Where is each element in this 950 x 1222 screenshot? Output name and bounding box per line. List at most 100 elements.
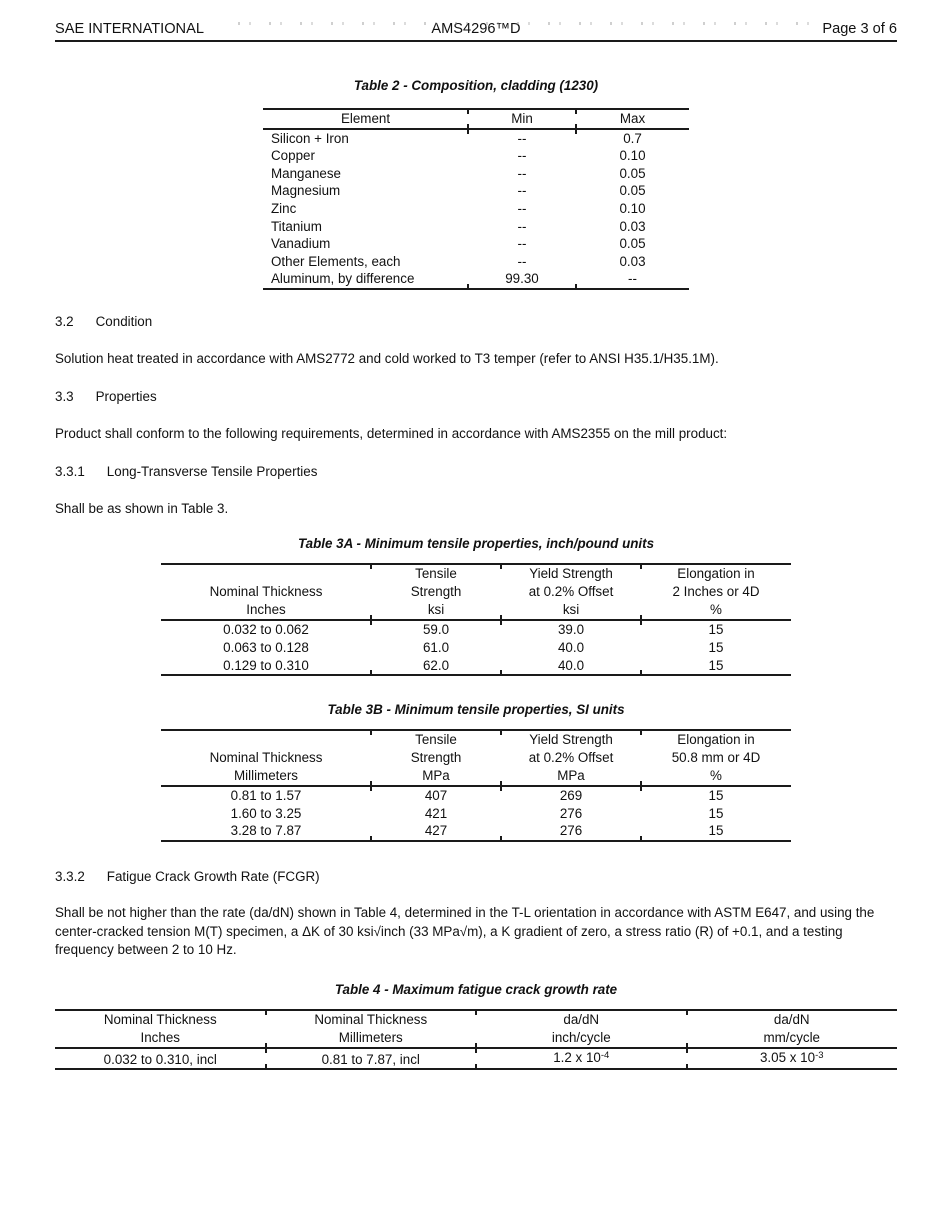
table-cell: Elongation in 2 Inches or 4D% <box>640 564 791 622</box>
table-cell: -- <box>517 165 527 181</box>
page-header: SAE INTERNATIONAL AMS4296™D Page 3 of 6 <box>55 20 897 42</box>
table-cell: da/dN inch/cycle <box>475 1009 687 1049</box>
table-cell: 0.03 <box>619 253 646 269</box>
table-cell: -- <box>517 200 527 216</box>
table-cell: 0.10 <box>619 148 646 164</box>
table-cell: Magnesium <box>271 183 341 199</box>
table-cell: 15 <box>708 805 724 821</box>
table-row: Vanadium -- 0.05 <box>263 235 689 253</box>
table-cell: 0.81 to 7.87, incl <box>264 1047 477 1070</box>
table-cell: 0.81 to 1.57 <box>230 788 302 804</box>
table-cell: Aluminum, by difference <box>271 271 415 287</box>
table-3b-title: Table 3B - Minimum tensile properties, S… <box>327 702 625 718</box>
table-row: 0.129 to 0.310 62.0 40.0 15 <box>161 657 791 676</box>
table-cell: da/dN mm/cycle <box>685 1009 897 1049</box>
table-cell: 421 <box>424 805 448 821</box>
table-3a-title: Table 3A - Minimum tensile properties, i… <box>297 536 655 552</box>
section-heading-3-3-1: 3.3.1 Long-Transverse Tensile Properties <box>55 463 897 481</box>
section-title: Properties <box>95 388 157 404</box>
table-cell: Nominal Thickness Inches <box>161 564 371 622</box>
exponent: -4 <box>600 1049 610 1061</box>
table-cell: 0.05 <box>619 236 646 252</box>
table-row: 0.032 to 0.062 59.0 39.0 15 <box>161 620 791 639</box>
table-cell: 0.05 <box>619 165 646 181</box>
table-cell: -- <box>517 148 527 164</box>
table-cell: 0.032 to 0.062 <box>223 622 309 638</box>
table-row: Copper -- 0.10 <box>263 147 689 165</box>
table-cell: Elongation in 50.8 mm or 4D% <box>640 730 791 788</box>
paragraph-table3-reference: Shall be as shown in Table 3. <box>55 500 229 516</box>
header-publisher: SAE INTERNATIONAL <box>55 21 204 37</box>
table-cell: 40.0 <box>557 639 585 655</box>
table-3a: Nominal Thickness Inches Tensile Strength k… <box>161 563 791 677</box>
table-cell: Min <box>467 109 576 130</box>
table-cell: -- <box>517 253 527 269</box>
table-cell: 40.0 <box>500 657 641 676</box>
table-cell: Tensile Strength ksi <box>370 564 501 622</box>
header-spec-number: AMS4296™D <box>431 21 521 37</box>
table-row: 1.60 to 3.25 421 276 15 <box>161 805 791 823</box>
table-row: Silicon + Iron -- 0.7 <box>263 128 689 148</box>
table-cell: -- <box>517 236 527 252</box>
document-page: SAE INTERNATIONAL AMS4296™D Page 3 of 6 … <box>0 20 950 1222</box>
exponent: -3 <box>815 1049 824 1061</box>
section-number: 3.3.1 <box>55 463 85 479</box>
table-cell: 59.0 <box>370 620 501 639</box>
table-header-row: Nominal Thickness Millimeters Tensile Stre… <box>161 730 791 788</box>
table-row: Aluminum, by difference 99.30 -- <box>263 270 689 289</box>
table-cell: 276 <box>559 805 583 821</box>
table-cell: Nominal Thickness Inches <box>55 1009 266 1049</box>
table-cell: 269 <box>500 786 641 805</box>
table-cell: 1.60 to 3.25 <box>230 805 302 821</box>
table-cell: -- <box>517 218 527 234</box>
section-number: 3.3 <box>55 388 74 404</box>
table-cell: Yield Strength at 0.2% Offset ksi <box>500 564 641 622</box>
table-header-row: Nominal Thickness Inches Tensile Strength k… <box>161 564 791 622</box>
table-row: 0.032 to 0.310, incl 0.81 to 7.87, incl … <box>55 1047 898 1070</box>
table-header-row: Nominal Thickness Inches Nominal Thicknes… <box>55 1009 897 1049</box>
table-cell: 0.05 <box>619 183 646 199</box>
table-cell: 0.7 <box>575 128 689 148</box>
table-cell: 61.0 <box>422 639 450 655</box>
section-number: 3.2 <box>55 313 74 329</box>
table-cell: 0.063 to 0.128 <box>223 639 309 655</box>
table-cell: 15 <box>640 657 791 676</box>
table-2-title: Table 2 - Composition, cladding (1230) <box>353 78 599 93</box>
table-cell: 99.30 <box>467 270 576 289</box>
table-cell: Max <box>575 109 689 130</box>
table-row: 3.28 to 7.87 427 276 15 <box>161 822 791 841</box>
table-cell: Other Elements, each <box>271 253 401 269</box>
table-row: Manganese -- 0.05 <box>263 165 689 183</box>
section-heading-3-3: 3.3 Properties <box>55 388 897 406</box>
table-cell: Nominal Thickness Millimeters <box>264 1009 476 1049</box>
section-heading-3-2: 3.2 Condition <box>55 313 897 331</box>
section-title: Fatigue Crack Growth Rate (FCGR) <box>106 868 320 884</box>
table-cell: 1.2 x 10-4 <box>475 1047 687 1070</box>
table-cell: 0.10 <box>619 200 646 216</box>
table-header-row: Element Min Max <box>263 109 689 130</box>
section-title: Condition <box>95 313 153 329</box>
table-cell: Copper <box>271 148 315 164</box>
table-cell: Tensile Strength MPa <box>370 730 501 788</box>
table-cell: Titanium <box>271 218 322 234</box>
table-row: 0.81 to 1.57 407 269 15 <box>161 786 791 805</box>
table-cell: 15 <box>640 822 791 841</box>
table-cell: 0.03 <box>619 218 646 234</box>
table-cell: Yield Strength at 0.2% Offset MPa <box>500 730 641 788</box>
table-cell: 3.05 x 10-3 <box>685 1047 898 1070</box>
table-row: 0.063 to 0.128 61.0 40.0 15 <box>161 639 791 657</box>
table-cell: 15 <box>640 786 791 805</box>
table-3b: Nominal Thickness Millimeters Tensile Stre… <box>161 729 791 842</box>
paragraph-condition: Solution heat treated in accordance with… <box>55 351 719 367</box>
table-cell: 15 <box>708 639 724 655</box>
table-cell: 407 <box>370 786 501 805</box>
table-cell: 276 <box>500 822 641 841</box>
table-cell: 39.0 <box>500 620 641 639</box>
table-cell: -- <box>575 270 689 289</box>
table-cell: 427 <box>370 822 501 841</box>
table-cell: 15 <box>640 620 791 639</box>
table-4-title: Table 4 - Maximum fatigue crack growth r… <box>334 981 618 997</box>
table-cell: 0.032 to 0.310, incl <box>103 1051 217 1067</box>
table-cell: Manganese <box>271 165 341 181</box>
table-row: Titanium -- 0.03 <box>263 218 689 236</box>
